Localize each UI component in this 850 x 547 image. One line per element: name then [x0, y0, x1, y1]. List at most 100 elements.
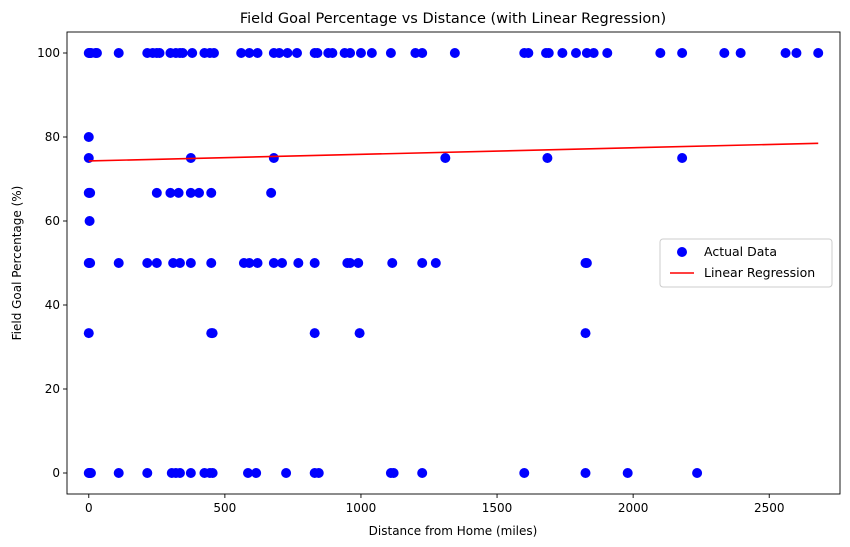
data-point: [735, 48, 746, 58]
y-tick-label: 60: [45, 214, 60, 228]
data-point: [588, 48, 599, 58]
data-point: [281, 468, 292, 478]
data-point: [252, 48, 263, 58]
data-point: [244, 48, 255, 58]
data-point: [791, 48, 802, 58]
y-tick-label: 80: [45, 130, 60, 144]
data-point: [236, 48, 247, 58]
data-point: [523, 48, 534, 58]
data-point: [519, 468, 530, 478]
data-point: [277, 258, 288, 268]
y-tick-label: 40: [45, 298, 60, 312]
data-point: [355, 48, 366, 58]
legend: Actual Data Linear Regression: [659, 238, 833, 288]
data-point: [417, 48, 428, 58]
data-point: [207, 328, 218, 339]
y-tick-label: 100: [37, 46, 60, 60]
x-tick-label: 2500: [754, 501, 785, 515]
data-point: [312, 48, 323, 58]
data-point: [84, 216, 95, 226]
data-point: [677, 153, 688, 163]
data-point: [655, 48, 666, 58]
x-tick-label: 500: [213, 501, 236, 515]
data-point: [206, 187, 217, 198]
x-tick-label: 1500: [482, 501, 513, 515]
data-point: [677, 48, 688, 58]
x-tick-label: 2000: [618, 501, 649, 515]
data-point: [581, 258, 592, 268]
data-point: [154, 48, 165, 58]
data-point: [185, 187, 196, 198]
data-point: [174, 258, 185, 268]
data-point: [430, 258, 441, 268]
legend-marker-actual-data: [677, 247, 687, 257]
data-point: [151, 258, 162, 268]
data-point: [113, 468, 124, 478]
legend-label-linear-regression: Linear Regression: [704, 265, 815, 280]
data-point: [113, 48, 124, 58]
data-point: [417, 468, 428, 478]
data-point: [543, 48, 554, 58]
data-point: [91, 48, 102, 58]
data-point: [282, 48, 293, 58]
data-point: [194, 187, 205, 198]
y-axis-ticks: 0 20 40 60 80 100: [37, 46, 67, 480]
data-point: [173, 187, 184, 198]
data-point: [449, 48, 460, 58]
data-point: [165, 187, 176, 198]
data-point: [719, 48, 730, 58]
data-point: [83, 328, 94, 339]
data-point: [243, 468, 254, 478]
data-point: [185, 468, 196, 478]
legend-box: [659, 238, 833, 288]
data-point: [309, 258, 320, 268]
data-point: [542, 153, 553, 163]
regression-line: [88, 142, 819, 162]
data-point: [85, 468, 96, 478]
data-point: [602, 48, 613, 58]
x-axis-label: Distance from Home (miles): [369, 524, 538, 538]
data-point: [387, 258, 398, 268]
y-tick-label: 20: [45, 382, 60, 396]
data-point: [622, 468, 633, 478]
data-point: [206, 258, 217, 268]
data-point: [557, 48, 568, 58]
data-point: [780, 48, 791, 58]
data-point: [113, 258, 124, 268]
data-point: [174, 468, 185, 478]
data-point: [366, 48, 377, 58]
x-axis-ticks: 0 500 1000 1500 2000 2500: [85, 494, 785, 515]
data-point: [388, 468, 399, 478]
data-point: [385, 48, 396, 58]
data-point: [345, 48, 356, 58]
data-point: [266, 187, 277, 198]
data-point: [85, 187, 96, 198]
data-point: [185, 258, 196, 268]
chart-title: Field Goal Percentage vs Distance (with …: [240, 11, 666, 27]
data-point: [151, 187, 162, 198]
data-point: [85, 258, 96, 268]
y-axis-label: Field Goal Percentage (%): [10, 186, 24, 341]
axes-frame: [66, 31, 841, 495]
data-point: [268, 258, 279, 268]
data-point: [142, 258, 153, 268]
data-point: [345, 258, 356, 268]
data-point: [177, 48, 188, 58]
data-point: [83, 132, 94, 142]
data-point: [309, 328, 320, 339]
data-point: [187, 48, 198, 58]
data-point: [354, 328, 365, 339]
x-tick-label: 1000: [346, 501, 377, 515]
x-tick-label: 0: [85, 501, 93, 515]
data-point: [353, 258, 364, 268]
y-tick-label: 0: [52, 466, 60, 480]
legend-label-actual-data: Actual Data: [704, 244, 777, 259]
data-point: [252, 258, 263, 268]
data-point: [244, 258, 255, 268]
data-point: [207, 468, 218, 478]
data-point: [570, 48, 581, 58]
data-point: [692, 468, 703, 478]
data-point: [293, 258, 304, 268]
data-point: [580, 468, 591, 478]
